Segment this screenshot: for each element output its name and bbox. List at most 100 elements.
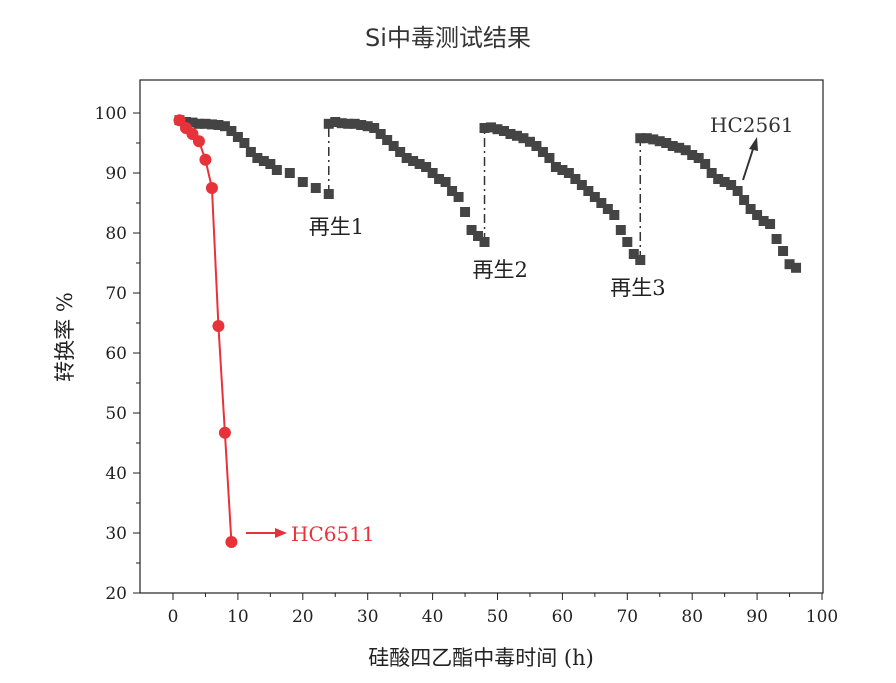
data-point-HC2561: [265, 159, 276, 169]
y-tick-label: 80: [105, 224, 127, 244]
data-point-HC2561: [602, 204, 613, 214]
hc6511-arrow-head: [275, 528, 287, 538]
data-point-HC2561: [654, 136, 665, 147]
x-tick-label: 30: [357, 607, 379, 627]
hc2561-arrow-head: [749, 137, 758, 151]
data-point-HC2561: [310, 183, 321, 193]
data-point-HC2561: [323, 189, 334, 199]
data-point-HC2561: [615, 225, 626, 235]
data-point-HC2561: [758, 216, 769, 226]
data-point-HC2561: [453, 192, 464, 202]
y-tick-label: 50: [105, 404, 127, 424]
data-point-HC2561: [206, 119, 217, 130]
data-point-HC2561: [226, 126, 237, 136]
data-point-HC2561: [544, 153, 555, 163]
x-tick-label: 70: [616, 607, 638, 627]
data-point-HC2561: [479, 123, 490, 133]
data-point-HC2561: [473, 231, 484, 241]
data-point-HC2561: [375, 129, 386, 139]
x-tick-label: 60: [552, 607, 574, 627]
data-point-HC2561: [323, 118, 334, 129]
data-point-HC2561: [524, 136, 535, 147]
data-point-HC2561: [596, 198, 607, 208]
data-point-HC2561: [382, 135, 393, 145]
data-point-HC2561: [427, 168, 438, 178]
marks: 再生1 再生2 再生3 HC2561 HC6511: [173, 113, 802, 548]
data-point-HC2561: [589, 192, 600, 202]
data-point-HC2561: [563, 168, 574, 178]
data-point-HC2561: [700, 159, 711, 169]
data-point-HC2561: [414, 159, 425, 169]
data-point-HC2561: [421, 162, 432, 172]
regeneration-label: 再生1: [309, 215, 364, 239]
data-point-HC2561: [284, 168, 295, 178]
data-point-HC2561: [784, 259, 795, 270]
data-point-HC2561: [680, 145, 691, 156]
data-point-HC2561: [706, 168, 717, 178]
data-point-HC2561: [765, 219, 776, 229]
hc2561-arrow: [742, 145, 755, 181]
data-point-HC2561: [771, 234, 782, 244]
data-point-HC2561: [518, 133, 529, 144]
data-point-HC2561: [557, 165, 568, 175]
data-point-HC2561: [245, 147, 256, 157]
data-point-HC2561: [232, 132, 243, 142]
y-tick-label: 60: [105, 344, 127, 364]
y-tick-label: 20: [105, 584, 127, 604]
y-tick-label: 100: [95, 104, 127, 124]
data-point-HC2561: [447, 186, 458, 196]
data-point-HC2561: [648, 134, 659, 145]
data-point-HC2561: [401, 153, 412, 163]
data-point-HC2561: [434, 174, 445, 184]
axes: 0 10 20 30 40 50 60 70 80 90 100 20 30 40 50 60 70 80 90 10…: [95, 104, 839, 627]
x-tick-label: 10: [227, 607, 249, 627]
data-point-HC2561: [791, 262, 802, 273]
data-point-HC2561: [388, 141, 399, 151]
x-tick-label: 50: [487, 607, 509, 627]
y-tick-label: 70: [105, 284, 127, 304]
data-point-HC2561: [628, 249, 639, 259]
regeneration-label: 再生2: [473, 258, 528, 282]
data-point-HC6511: [218, 426, 231, 439]
data-point-HC2561: [252, 153, 263, 163]
x-tick-label: 90: [746, 607, 768, 627]
data-point-HC2561: [440, 177, 451, 187]
data-point-HC2561: [213, 120, 224, 130]
x-tick-label: 0: [168, 607, 179, 627]
data-point-HC6511: [205, 182, 218, 194]
data-point-HC2561: [362, 121, 373, 132]
data-point-HC2561: [622, 237, 633, 247]
hc6511-label: HC6511: [291, 522, 375, 546]
data-point-HC2561: [713, 174, 724, 184]
x-tick-label: 80: [681, 607, 703, 627]
data-point-HC2561: [732, 186, 743, 196]
x-axis-label: 硅酸四乙酯中毒时间 (h): [368, 646, 594, 670]
data-point-HC2561: [687, 150, 698, 160]
data-point-HC2561: [661, 138, 672, 148]
data-point-HC2561: [739, 195, 750, 205]
data-point-HC2561: [511, 130, 522, 141]
data-point-HC2561: [408, 156, 419, 166]
regeneration-label: 再生3: [610, 276, 665, 300]
data-point-HC2561: [479, 237, 490, 247]
y-tick-label: 40: [105, 464, 127, 484]
data-point-HC2561: [239, 138, 250, 148]
plot-frame: [139, 79, 824, 594]
data-point-HC2561: [369, 123, 380, 133]
data-point-HC2561: [193, 118, 204, 129]
data-point-HC2561: [297, 177, 308, 187]
data-point-HC6511: [192, 135, 205, 148]
x-tick-label: 20: [292, 607, 314, 627]
series-line-HC6511: [178, 119, 233, 543]
data-point-HC2561: [258, 156, 269, 166]
data-point-HC2561: [635, 133, 646, 144]
x-tick-label: 40: [422, 607, 444, 627]
data-point-HC6511: [225, 536, 238, 548]
data-point-HC2561: [609, 210, 620, 220]
data-point-HC2561: [674, 142, 685, 153]
data-point-HC6511: [199, 153, 212, 166]
data-point-HC6511: [212, 320, 225, 332]
data-point-HC2561: [200, 118, 211, 129]
data-point-HC2561: [531, 141, 542, 151]
